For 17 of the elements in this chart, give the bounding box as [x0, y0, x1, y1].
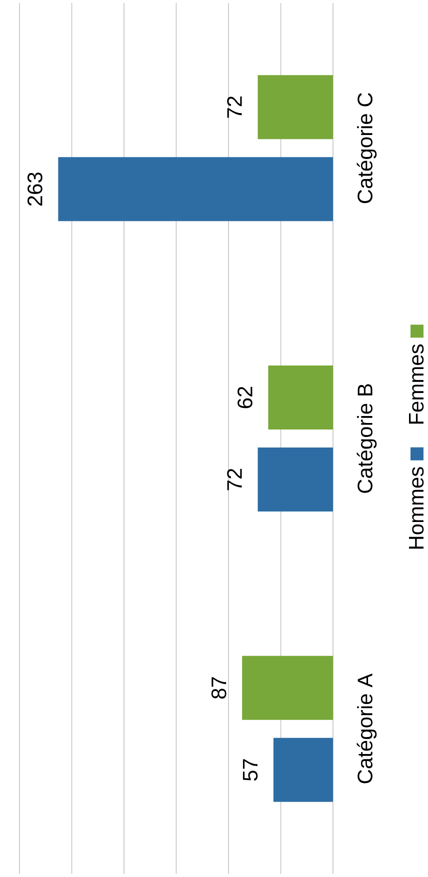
bar	[258, 75, 333, 140]
legend-label: Hommes	[409, 467, 424, 549]
data-label: 57	[242, 759, 258, 781]
data-label: 87	[211, 677, 226, 699]
data-label: 72	[227, 96, 242, 118]
y-tick-label: Catégorie C	[356, 92, 377, 204]
legend-label: Femmes	[409, 344, 424, 424]
data-label: 72	[227, 468, 242, 490]
bar	[58, 157, 333, 222]
data-label: 62	[238, 386, 252, 408]
bar	[258, 448, 333, 512]
data-label: 263	[27, 172, 42, 206]
bar	[273, 738, 333, 802]
y-tick-label: Catégorie B	[356, 384, 377, 493]
y-tick-label: Catégorie A	[356, 673, 377, 784]
bar	[242, 656, 333, 720]
bar	[268, 366, 333, 430]
